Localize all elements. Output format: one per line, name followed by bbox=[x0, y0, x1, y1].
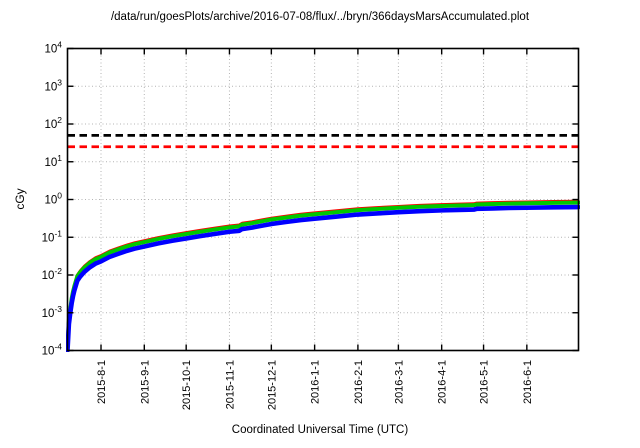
x-tick-label: 2016-6-1 bbox=[522, 360, 534, 404]
x-tick-label: 2016-1-1 bbox=[310, 360, 322, 404]
x-tick-label: 2016-3-1 bbox=[393, 360, 405, 404]
y-tick-label: 102 bbox=[44, 115, 62, 131]
x-tick-label: 2016-4-1 bbox=[437, 360, 449, 404]
x-tick-label: 2016-5-1 bbox=[479, 360, 491, 404]
x-tick-label: 2015-11-1 bbox=[224, 360, 236, 409]
y-tick-label: 101 bbox=[44, 153, 62, 169]
y-tick-label: 103 bbox=[44, 77, 62, 93]
y-tick-label: 100 bbox=[44, 191, 62, 207]
series-path-accumulated-dose-red bbox=[66, 199, 580, 352]
y-tick-label: 10-3 bbox=[42, 304, 63, 320]
x-axis-label: Coordinated Universal Time (UTC) bbox=[231, 424, 409, 436]
x-tick-label: 2016-2-1 bbox=[353, 360, 365, 404]
plot-title: /data/run/goesPlots/archive/2016-07-08/f… bbox=[110, 11, 530, 23]
x-tick-label: 2015-12-1 bbox=[266, 360, 278, 410]
series-path-accumulated-dose-blue bbox=[66, 204, 580, 352]
series-path-accumulated-dose-green bbox=[66, 200, 580, 352]
y-tick-label: 10-1 bbox=[42, 228, 63, 244]
x-tick-label: 2015-8-1 bbox=[96, 360, 108, 404]
x-tick-label: 2015-10-1 bbox=[181, 360, 193, 410]
y-tick-label: 104 bbox=[44, 40, 62, 56]
y-tick-label: 10-2 bbox=[42, 266, 63, 282]
y-tick-label: 10-4 bbox=[42, 342, 63, 358]
x-tick-label: 2015-9-1 bbox=[139, 360, 151, 404]
